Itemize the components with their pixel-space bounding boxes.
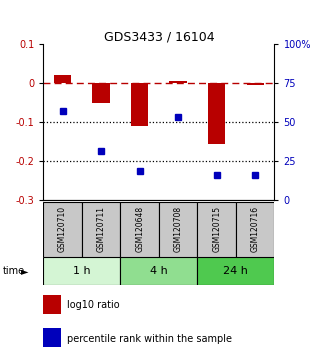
Bar [54, 75, 71, 83]
Text: percentile rank within the sample: percentile rank within the sample [67, 333, 232, 343]
Text: GSM120715: GSM120715 [212, 206, 221, 252]
Text: 4 h: 4 h [150, 266, 168, 276]
Text: GSM120708: GSM120708 [174, 206, 183, 252]
Bar [120, 202, 159, 257]
Text: GSM120710: GSM120710 [58, 206, 67, 252]
Text: 24 h: 24 h [223, 266, 248, 276]
Bar [208, 83, 225, 144]
Text: ►: ► [21, 266, 28, 276]
Bar [236, 202, 274, 257]
Text: log10 ratio: log10 ratio [67, 300, 120, 310]
Bar [120, 257, 197, 285]
Bar [131, 83, 148, 126]
Bar [43, 295, 61, 314]
Bar [197, 202, 236, 257]
Text: GSM120711: GSM120711 [97, 206, 106, 252]
Bar [82, 202, 120, 257]
Bar [159, 202, 197, 257]
Bar [43, 202, 82, 257]
Text: GSM120716: GSM120716 [251, 206, 260, 252]
Text: time: time [3, 266, 25, 276]
Bar [197, 257, 274, 285]
Bar [92, 83, 110, 103]
Bar [169, 81, 187, 83]
Text: GSM120648: GSM120648 [135, 206, 144, 252]
Bar [247, 83, 264, 85]
Bar [43, 329, 61, 347]
Text: 1 h: 1 h [73, 266, 91, 276]
Bar [43, 257, 120, 285]
Title: GDS3433 / 16104: GDS3433 / 16104 [104, 30, 214, 43]
